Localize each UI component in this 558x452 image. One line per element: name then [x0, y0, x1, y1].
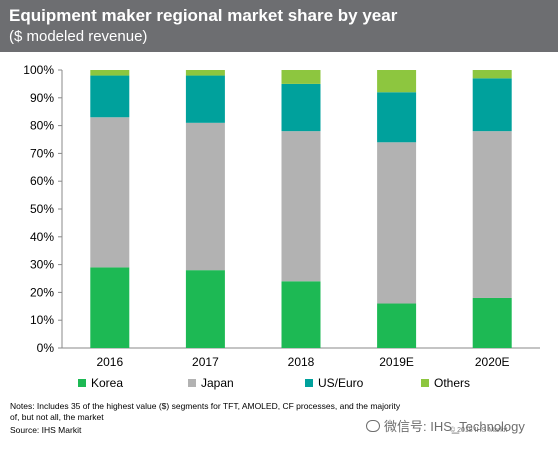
- y-tick-label: 100%: [23, 63, 54, 77]
- bar-others-2018: [281, 70, 321, 84]
- y-tick-label: 70%: [30, 146, 54, 160]
- bar-us-euro-2020e: [472, 78, 512, 132]
- bar-korea-2016: [90, 267, 130, 348]
- legend-item-others: Others: [421, 376, 470, 390]
- bar-us-euro-2017: [185, 75, 225, 123]
- legend-label-korea: Korea: [91, 376, 124, 390]
- bar-us-euro-2018: [281, 83, 321, 132]
- bar-korea-2017: [185, 270, 225, 348]
- y-tick-label: 20%: [30, 285, 54, 299]
- bar-others-2019e: [377, 70, 417, 93]
- bar-korea-2019e: [377, 303, 417, 348]
- watermark: 微信号: IHS_Technology: [366, 416, 525, 435]
- x-tick-label: 2018: [288, 355, 315, 369]
- bar-korea-2018: [281, 281, 321, 348]
- legend-item-us-euro: US/Euro: [305, 376, 363, 390]
- y-tick-label: 10%: [30, 313, 54, 327]
- legend-swatch-others: [421, 379, 429, 387]
- watermark-text: 微信号: IHS_Technology: [384, 419, 525, 434]
- chart-header: Equipment maker regional market share by…: [0, 0, 558, 52]
- x-tick-label: 2017: [192, 355, 219, 369]
- y-tick-label: 90%: [30, 91, 54, 105]
- bar-japan-2020e: [472, 131, 512, 298]
- copyright-text: © 2018 IHS Markit: [450, 427, 508, 434]
- y-tick-label: 80%: [30, 119, 54, 133]
- legend-item-japan: Japan: [188, 376, 234, 390]
- chart-subtitle: ($ modeled revenue): [9, 28, 148, 45]
- x-tick-label: 2016: [96, 355, 123, 369]
- bar-us-euro-2016: [90, 75, 130, 118]
- y-tick-label: 40%: [30, 230, 54, 244]
- x-tick-label: 2019E: [379, 355, 414, 369]
- bar-others-2017: [185, 70, 225, 76]
- legend-label-us-euro: US/Euro: [318, 376, 364, 390]
- legend-swatch-japan: [188, 379, 196, 387]
- y-tick-label: 0%: [37, 341, 55, 355]
- bar-japan-2019e: [377, 142, 417, 304]
- bar-korea-2020e: [472, 297, 512, 348]
- x-tick-label: 2020E: [475, 355, 510, 369]
- bar-japan-2018: [281, 131, 321, 282]
- chart-source: Source: IHS Markit: [10, 425, 82, 435]
- legend-label-japan: Japan: [201, 376, 234, 390]
- bar-japan-2017: [185, 122, 225, 271]
- bar-others-2020e: [472, 70, 512, 79]
- chart-notes: Notes: Includes 35 of the highest value …: [10, 401, 401, 422]
- bar-japan-2016: [90, 117, 130, 268]
- y-tick-label: 60%: [30, 174, 54, 188]
- bar-others-2016: [90, 70, 130, 76]
- y-tick-label: 50%: [30, 202, 54, 216]
- legend: Korea Japan US/Euro Others: [0, 376, 558, 392]
- legend-swatch-korea: [78, 379, 86, 387]
- legend-label-others: Others: [434, 376, 471, 390]
- y-tick-label: 30%: [30, 258, 54, 272]
- bar-us-euro-2019e: [377, 92, 417, 143]
- wechat-icon: [366, 420, 380, 432]
- legend-item-korea: Korea: [78, 376, 123, 390]
- chart-title: Equipment maker regional market share by…: [9, 6, 398, 25]
- stacked-bar-chart: 0% 10% 20% 30% 40% 50% 60% 70% 80% 90% 100% 2016 201…: [23, 63, 540, 369]
- legend-swatch-us-euro: [305, 379, 313, 387]
